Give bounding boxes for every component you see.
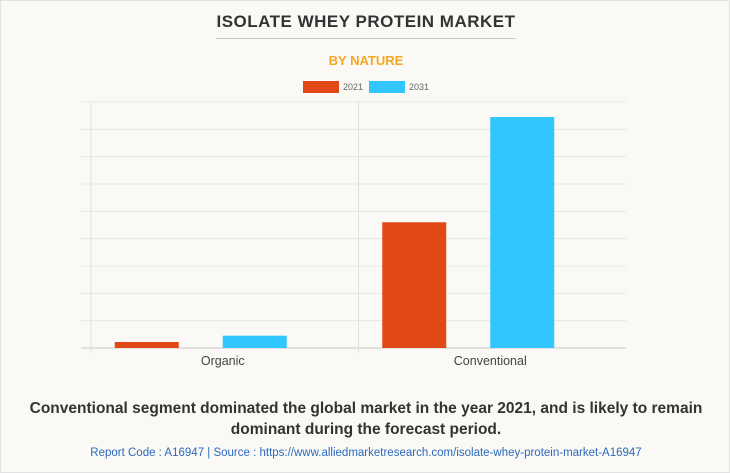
legend-item-2021[interactable]: 2021 xyxy=(302,81,363,93)
legend-label: 2031 xyxy=(409,82,430,92)
legend-swatch-2021 xyxy=(302,81,339,93)
chart-caption: Conventional segment dominated the globa… xyxy=(29,400,703,438)
legend: 2021 2031 xyxy=(1,81,730,93)
x-tick-label: Conventional xyxy=(454,354,527,368)
chart-subtitle: BY NATURE xyxy=(328,53,404,68)
legend-swatch-2031 xyxy=(369,81,405,93)
legend-item-2031[interactable]: 2031 xyxy=(369,81,429,93)
bar-2031-conventional xyxy=(490,117,555,349)
source-link[interactable]: Report Code : A16947 | Source : https://… xyxy=(90,447,642,459)
chart-title: ISOLATE WHEY PROTEIN MARKET xyxy=(216,12,516,31)
x-tick-label: Organic xyxy=(201,354,245,368)
title-divider xyxy=(216,38,516,39)
bar-2021-conventional xyxy=(382,222,447,348)
legend-label: 2021 xyxy=(342,82,363,92)
bar-2021-organic xyxy=(114,341,179,348)
bar-2031-organic xyxy=(222,335,287,348)
bar-chart: Organic Conventional xyxy=(81,101,626,368)
